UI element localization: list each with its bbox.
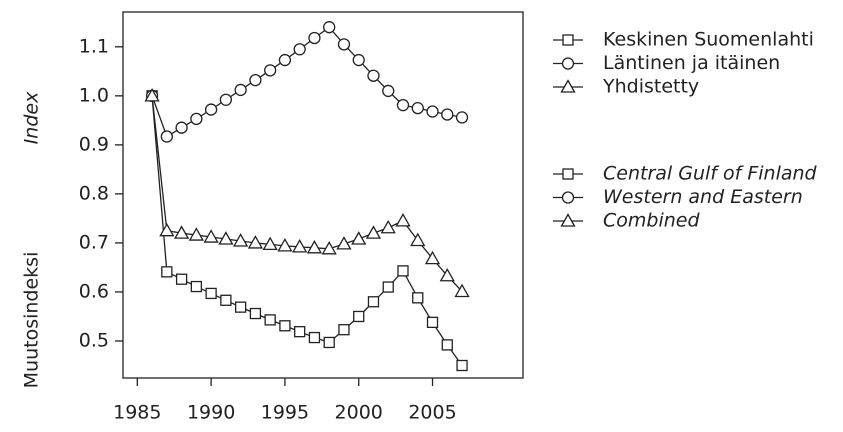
data-point — [293, 43, 306, 56]
y-tick-label: 0.8 — [79, 182, 109, 204]
data-point — [365, 225, 382, 239]
data-point — [397, 265, 409, 277]
data-point — [247, 235, 264, 249]
data-point — [321, 240, 337, 255]
data-point — [455, 111, 469, 124]
data-point — [396, 99, 410, 112]
data-point — [338, 324, 350, 336]
series-line — [151, 26, 463, 138]
data-point — [410, 232, 426, 247]
data-point — [441, 339, 453, 351]
data-point — [424, 250, 441, 265]
data-point — [205, 287, 217, 300]
data-point — [292, 239, 308, 253]
data-point — [395, 213, 411, 227]
x-tick-label: 2000 — [335, 402, 383, 424]
y-tick-label: 0.6 — [79, 280, 109, 302]
data-point — [220, 294, 232, 306]
data-point — [380, 219, 396, 234]
data-point — [218, 231, 234, 245]
data-point — [262, 236, 278, 251]
data-point — [159, 222, 175, 237]
data-point — [367, 296, 380, 308]
data-point — [382, 281, 394, 293]
data-point — [456, 359, 468, 372]
legend-marker — [560, 213, 576, 227]
data-point — [353, 310, 365, 323]
data-point — [323, 21, 336, 34]
data-point — [233, 233, 249, 247]
plot-frame — [122, 11, 524, 379]
y-axis-label: Muutosindeksi — [21, 252, 43, 389]
x-tick-label: 2005 — [408, 402, 456, 424]
y-tick-label: 1.1 — [79, 35, 109, 57]
x-tick-label: 1990 — [187, 402, 235, 424]
data-point — [249, 74, 262, 87]
data-point — [412, 292, 424, 304]
data-point — [382, 84, 395, 98]
data-point — [160, 130, 173, 143]
y-axis-label-italic: Index — [21, 91, 43, 144]
data-point — [175, 273, 188, 285]
data-point — [190, 280, 203, 293]
legend-marker — [561, 57, 575, 70]
data-point — [411, 101, 424, 115]
series-line — [151, 95, 463, 366]
data-point — [203, 229, 219, 243]
data-point — [352, 53, 365, 67]
data-point — [278, 53, 292, 67]
data-point — [219, 93, 233, 106]
legend-label: Central Gulf of Finland — [603, 163, 818, 185]
data-point — [234, 301, 247, 313]
legend-label: Läntinen ja itäinen — [603, 52, 780, 74]
data-point — [308, 331, 321, 344]
y-tick-label: 0.9 — [79, 133, 109, 155]
data-point — [323, 336, 335, 349]
data-point — [175, 121, 188, 134]
data-point — [173, 225, 190, 239]
y-tick-label: 0.5 — [79, 329, 109, 351]
data-point — [454, 283, 470, 298]
legend-label: Western and Eastern — [603, 186, 803, 208]
data-point — [308, 31, 321, 45]
legend-label: Keskinen Suomenlahti — [603, 29, 814, 51]
x-tick-label: 1985 — [113, 402, 161, 424]
data-point — [161, 266, 173, 278]
legend-marker — [560, 79, 576, 93]
data-point — [144, 88, 160, 102]
data-point — [279, 320, 291, 332]
data-point — [336, 236, 352, 250]
data-point — [277, 238, 293, 252]
legend-label: Combined — [603, 210, 700, 232]
legend-marker — [562, 34, 574, 46]
data-point — [306, 240, 323, 254]
data-point — [294, 326, 306, 338]
data-point — [264, 64, 277, 77]
x-tick-label: 1995 — [261, 402, 309, 424]
y-tick-label: 0.7 — [79, 231, 109, 253]
data-point — [188, 227, 204, 241]
data-point — [426, 105, 439, 118]
data-point — [249, 307, 262, 320]
y-tick-label: 1.0 — [79, 84, 109, 106]
data-point — [337, 38, 351, 51]
legend-marker — [562, 168, 574, 180]
data-point — [190, 112, 203, 126]
legend-marker — [561, 191, 575, 204]
series-line — [151, 95, 463, 292]
data-point — [234, 83, 247, 97]
data-point — [204, 103, 218, 116]
legend-label: Yhdistetty — [602, 76, 699, 98]
data-point — [426, 316, 439, 329]
data-point — [264, 314, 276, 326]
data-point — [351, 231, 367, 245]
data-point — [439, 267, 455, 282]
data-point — [367, 69, 380, 82]
data-point — [441, 108, 454, 121]
